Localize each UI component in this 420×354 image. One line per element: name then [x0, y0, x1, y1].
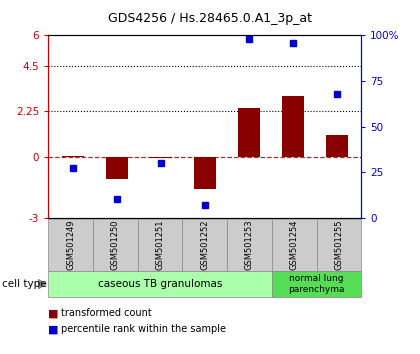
Text: GSM501252: GSM501252	[200, 220, 209, 270]
Text: GSM501255: GSM501255	[334, 220, 344, 270]
Text: GSM501249: GSM501249	[66, 220, 75, 270]
Text: GSM501251: GSM501251	[155, 220, 165, 270]
Text: GSM501253: GSM501253	[245, 220, 254, 270]
Bar	[326, 135, 348, 157]
Text: caseous TB granulomas: caseous TB granulomas	[98, 279, 222, 289]
Text: GSM501250: GSM501250	[111, 220, 120, 270]
Bar	[282, 96, 304, 157]
Text: normal lung
parenchyma: normal lung parenchyma	[288, 274, 345, 294]
Text: ■: ■	[48, 324, 59, 334]
Bar	[194, 157, 216, 189]
Bar	[105, 157, 128, 179]
Text: transformed count: transformed count	[61, 308, 152, 318]
Bar	[150, 157, 172, 158]
Text: GSM501254: GSM501254	[290, 220, 299, 270]
Text: percentile rank within the sample: percentile rank within the sample	[61, 324, 226, 334]
Bar	[61, 156, 84, 157]
Text: GDS4256 / Hs.28465.0.A1_3p_at: GDS4256 / Hs.28465.0.A1_3p_at	[108, 12, 312, 25]
Text: ■: ■	[48, 308, 59, 318]
Text: cell type: cell type	[2, 279, 47, 289]
Bar	[238, 108, 260, 157]
